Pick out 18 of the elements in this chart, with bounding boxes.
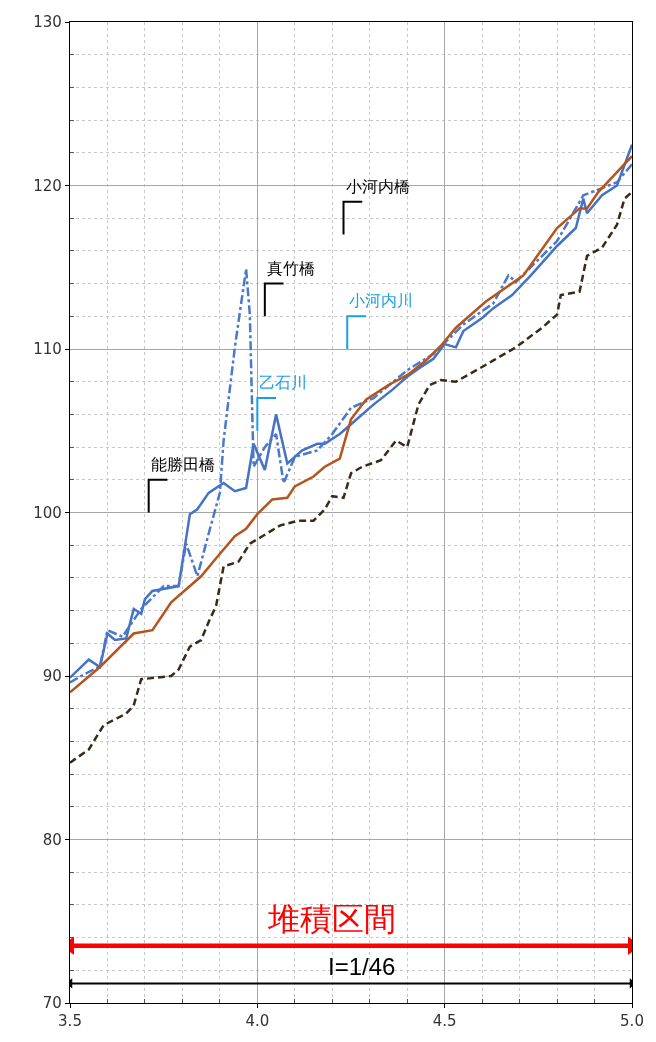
series-label: 乙石川 — [259, 373, 307, 392]
x-tick-label: 4.0 — [245, 1012, 270, 1031]
y-tick-label: 90 — [42, 667, 62, 686]
y-tick-label: 110 — [33, 340, 62, 359]
y-tick-label: 130 — [33, 13, 62, 32]
series-label: 堆積区間 — [267, 900, 396, 938]
y-tick-label: 100 — [33, 503, 62, 522]
series-label: 能勝田橋 — [151, 455, 215, 474]
series-label: I=1/46 — [328, 953, 396, 980]
series-label: 真竹橋 — [267, 259, 315, 278]
y-tick-label: 80 — [42, 830, 62, 849]
series-label: 小河内橋 — [346, 177, 410, 196]
series-label: 小河内川 — [349, 291, 413, 310]
y-tick-label: 120 — [33, 176, 62, 195]
y-tick-label: 70 — [42, 994, 62, 1013]
x-tick-label: 5.0 — [620, 1012, 644, 1031]
x-tick-label: 3.5 — [58, 1012, 82, 1031]
x-tick-label: 4.5 — [432, 1012, 457, 1031]
